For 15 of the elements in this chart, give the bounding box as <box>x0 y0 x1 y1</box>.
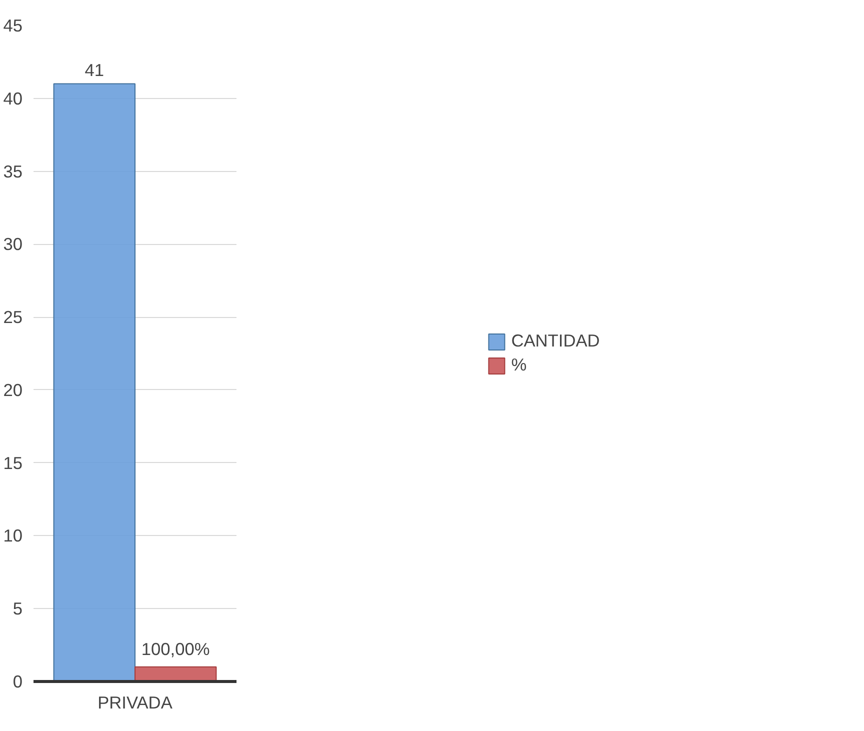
y-tick-label: 15 <box>3 452 23 473</box>
legend-label: CANTIDAD <box>511 330 600 352</box>
legend-label: % <box>511 354 528 376</box>
y-tick-label: 10 <box>3 526 23 546</box>
data-label: 41 <box>84 60 104 80</box>
y-tick-label: 30 <box>3 234 23 254</box>
y-tick-label: 45 <box>3 16 23 36</box>
y-tick-label: 20 <box>3 380 23 400</box>
data-label: 100,00% <box>141 638 210 659</box>
y-tick-label: 40 <box>3 88 23 108</box>
y-tick-label: 35 <box>3 161 23 182</box>
y-tick-label: 25 <box>3 307 23 328</box>
y-tick-label: 5 <box>12 598 23 619</box>
y-tick-label: 0 <box>12 672 23 692</box>
x-tick-label: PRIVADA <box>98 692 173 712</box>
